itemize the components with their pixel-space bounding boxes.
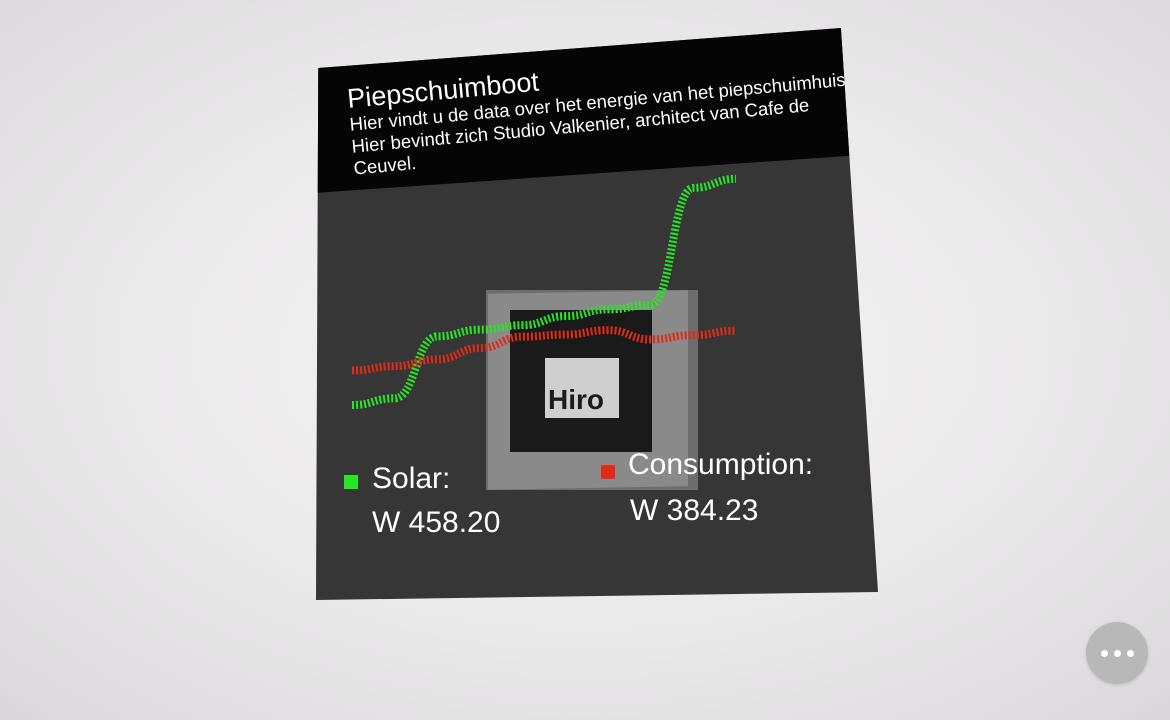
solar-value: W 458.20 bbox=[372, 506, 501, 539]
consumption-series-line bbox=[351, 326, 737, 375]
more-horizontal-icon-dot bbox=[1126, 649, 1134, 657]
consumption-value: W 384.23 bbox=[630, 494, 759, 527]
solar-series-line bbox=[351, 174, 737, 409]
consumption-legend-swatch bbox=[601, 465, 615, 479]
ar-info-panel: Hiro Piepschuimboot Hier vindt u de data… bbox=[316, 28, 878, 600]
more-horizontal-icon-dot bbox=[1100, 649, 1108, 657]
more-horizontal-icon-dot bbox=[1113, 649, 1121, 657]
consumption-legend-label: Consumption: bbox=[628, 448, 814, 481]
energy-chart bbox=[351, 174, 737, 409]
solar-legend-label: Solar: bbox=[372, 462, 451, 495]
hiro-marker-inner bbox=[545, 358, 619, 418]
solar-legend-swatch bbox=[344, 475, 358, 489]
more-options-button[interactable] bbox=[1086, 622, 1148, 684]
hiro-marker-text: Hiro bbox=[548, 384, 604, 415]
